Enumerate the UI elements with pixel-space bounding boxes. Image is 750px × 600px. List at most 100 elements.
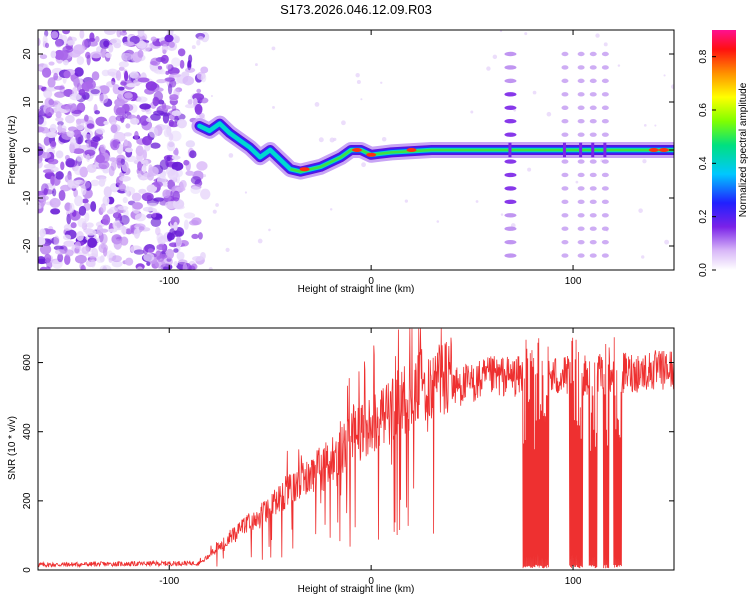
harmonic-blob	[561, 199, 569, 205]
harmonic-blob	[589, 199, 597, 205]
noise-blob	[188, 54, 193, 64]
noise-blob	[150, 57, 161, 66]
harmonic-blob	[601, 78, 609, 84]
harmonic-blob	[601, 172, 609, 178]
faint-speckle	[638, 208, 643, 213]
noise-blob	[38, 66, 44, 71]
noise-blob	[190, 176, 202, 185]
snr-ytick-label: 600	[22, 354, 33, 371]
noise-blob	[108, 44, 114, 53]
faint-speckle	[663, 74, 666, 77]
spectrogram-ytick-label: 0	[22, 147, 33, 153]
faint-speckle	[203, 174, 207, 178]
noise-blob	[39, 266, 48, 270]
harmonic-blob	[601, 239, 609, 245]
noise-blob	[136, 96, 148, 103]
noise-blob	[99, 93, 109, 104]
signal-hotspot	[352, 148, 363, 152]
noise-blob	[98, 85, 110, 95]
noise-blob	[120, 81, 127, 86]
noise-blob	[147, 202, 158, 207]
faint-speckle	[381, 136, 387, 142]
noise-blob	[171, 154, 180, 161]
noise-blob	[138, 226, 145, 231]
noise-blob	[164, 34, 174, 43]
colorbar-tick-label: 0.4	[698, 156, 709, 170]
noise-blob	[196, 39, 201, 46]
noise-blob	[45, 132, 57, 139]
noise-blob	[63, 59, 69, 66]
noise-blob	[47, 158, 59, 165]
noise-blob	[159, 159, 169, 170]
noise-blob	[146, 117, 152, 123]
noise-blob	[86, 79, 97, 90]
noise-blob	[111, 260, 123, 268]
noise-blob	[112, 84, 121, 95]
faint-speckle	[191, 45, 196, 50]
noise-blob	[84, 114, 89, 122]
noise-blob	[57, 253, 64, 263]
noise-blob	[134, 130, 139, 141]
harmonic-blob	[589, 253, 597, 258]
faint-speckle	[499, 30, 503, 33]
noise-blob	[133, 228, 141, 239]
noise-blob	[72, 129, 82, 138]
faint-speckle	[575, 180, 579, 184]
noise-blob	[147, 248, 155, 253]
harmonic-blob	[589, 186, 597, 191]
harmonic-blob	[601, 132, 609, 137]
noise-blob	[114, 98, 126, 107]
noise-blob	[90, 259, 96, 268]
noise-blob	[102, 247, 108, 257]
harmonic-blob	[577, 132, 585, 137]
harmonic-blob	[561, 253, 569, 258]
noise-blob	[146, 261, 151, 266]
noise-blob	[166, 156, 171, 162]
noise-blob	[104, 30, 116, 36]
noise-blob	[50, 140, 57, 149]
noise-blob	[62, 30, 70, 35]
noise-blob	[184, 103, 196, 109]
noise-blob	[69, 142, 75, 154]
noise-blob	[137, 161, 142, 172]
faint-speckle	[215, 203, 219, 207]
noise-blob	[126, 83, 137, 88]
noise-blob	[153, 91, 164, 102]
colorbar-tick-label: 0.2	[698, 209, 709, 223]
harmonic-blob	[504, 65, 517, 70]
noise-blob	[69, 93, 82, 101]
harmonic-blob	[504, 78, 517, 84]
faint-speckle	[486, 66, 491, 71]
noise-blob	[111, 255, 122, 263]
colorbar-tick-label: 0.0	[698, 263, 709, 277]
faint-speckle	[546, 111, 552, 117]
faint-speckle	[664, 239, 670, 245]
harmonic-blob	[589, 159, 597, 164]
noise-blob	[54, 248, 66, 255]
noise-blob	[67, 40, 75, 46]
noise-blob	[76, 56, 85, 65]
noise-blob	[117, 86, 125, 91]
noise-blob	[179, 59, 185, 69]
noise-blob	[110, 161, 117, 171]
faint-speckle	[329, 208, 333, 211]
noise-blob	[69, 202, 75, 213]
noise-blob	[76, 154, 84, 162]
harmonic-blob	[577, 213, 585, 218]
noise-blob	[92, 136, 101, 142]
noise-blob	[86, 123, 95, 129]
noise-blob	[153, 67, 160, 74]
noise-blob	[173, 260, 178, 267]
harmonic-blob	[504, 213, 517, 218]
faint-speckle	[361, 162, 366, 168]
faint-speckle	[595, 33, 600, 38]
noise-blob	[59, 128, 67, 133]
harmonic-blob	[601, 253, 609, 258]
faint-speckle	[500, 213, 504, 216]
noise-blob	[54, 91, 66, 98]
noise-blob	[166, 231, 173, 242]
noise-blob	[84, 133, 91, 140]
noise-blob	[60, 161, 65, 171]
noise-blob	[183, 212, 196, 219]
noise-blob	[138, 188, 147, 194]
